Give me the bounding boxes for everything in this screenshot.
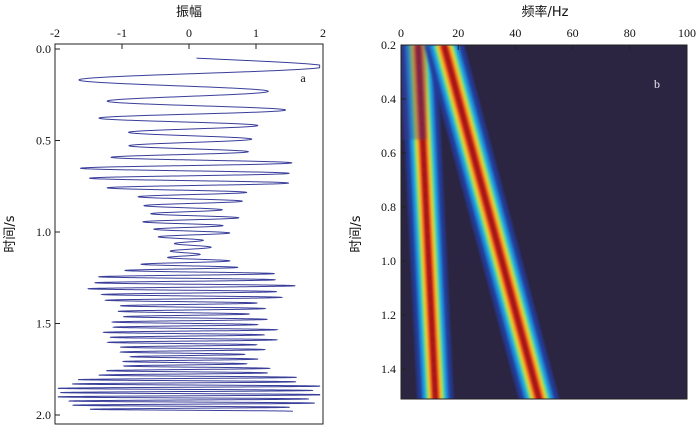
- panel-b-xtick-label: 80: [624, 26, 636, 40]
- panel-a-xtick-label: 0: [186, 26, 192, 40]
- panel-b-ylabel: 时间/s: [349, 215, 364, 252]
- panel-a-y-ticks: 0.0 0.5 1.0 1.5 2.0: [36, 42, 60, 422]
- panel-b-ytick-label: 1.2: [381, 308, 396, 322]
- panel-a-ytick-label: 1.5: [36, 317, 51, 331]
- panel-a-xtick-label: 1: [253, 26, 259, 40]
- panel-a-xtick-label: 2: [320, 26, 326, 40]
- panel-a-ylabel: 时间/s: [3, 215, 18, 252]
- panel-a-letter: a: [300, 71, 306, 85]
- panel-b-xtick-label: 0: [398, 26, 404, 40]
- panel-a-xtick-label: -2: [50, 26, 60, 40]
- panel-a-ytick-label: 0.0: [36, 42, 51, 56]
- panel-b-xtick-label: 20: [452, 26, 464, 40]
- panel-a-trace: [57, 57, 321, 412]
- panel-b-x-ticks: 0 20 40 60 80 100: [398, 26, 696, 50]
- panel-b-xlabel: 频率/Hz: [522, 4, 569, 20]
- panel-a-x-ticks: -2 -1 0 1 2: [50, 26, 326, 49]
- panel-b-xtick-label: 100: [678, 26, 696, 40]
- panel-b-y-ticks: 0.2 0.4 0.6 0.8 1.0 1.2 1.4: [381, 38, 406, 376]
- panel-a-ytick-label: 2.0: [36, 408, 51, 422]
- panel-b-ytick-label: 1.0: [381, 254, 396, 268]
- panel-b-letter: b: [654, 77, 660, 91]
- panel-b-frame: [400, 44, 688, 400]
- panel-b-ytick-label: 0.6: [381, 146, 396, 160]
- panel-b-ytick-label: 0.2: [381, 38, 396, 52]
- panel-b-ytick-label: 1.4: [381, 362, 396, 376]
- panel-a-xlabel: 振幅: [176, 5, 202, 20]
- panel-a: 振幅 时间/s a -2 -1 0 1 2 0.0 0.5 1.0 1.5 2.0: [3, 5, 326, 425]
- ridge-2-band: [442, 45, 541, 399]
- panel-b-ridges: [401, 45, 560, 399]
- interference-haze: [401, 45, 427, 140]
- panel-a-ytick-label: 1.0: [36, 225, 51, 239]
- panel-b-xtick-label: 40: [509, 26, 521, 40]
- panel-b-xtick-label: 60: [567, 26, 579, 40]
- panel-b-ytick-label: 0.4: [381, 92, 396, 106]
- panel-a-xtick-label: -1: [117, 26, 127, 40]
- panel-b-ytick-label: 0.8: [381, 200, 396, 214]
- panel-a-ytick-label: 0.5: [36, 134, 51, 148]
- panel-b: 频率/Hz 时间/s b 0 20 40 60 80 100 0.2 0.4 0.6 0.8 1.…: [349, 4, 696, 400]
